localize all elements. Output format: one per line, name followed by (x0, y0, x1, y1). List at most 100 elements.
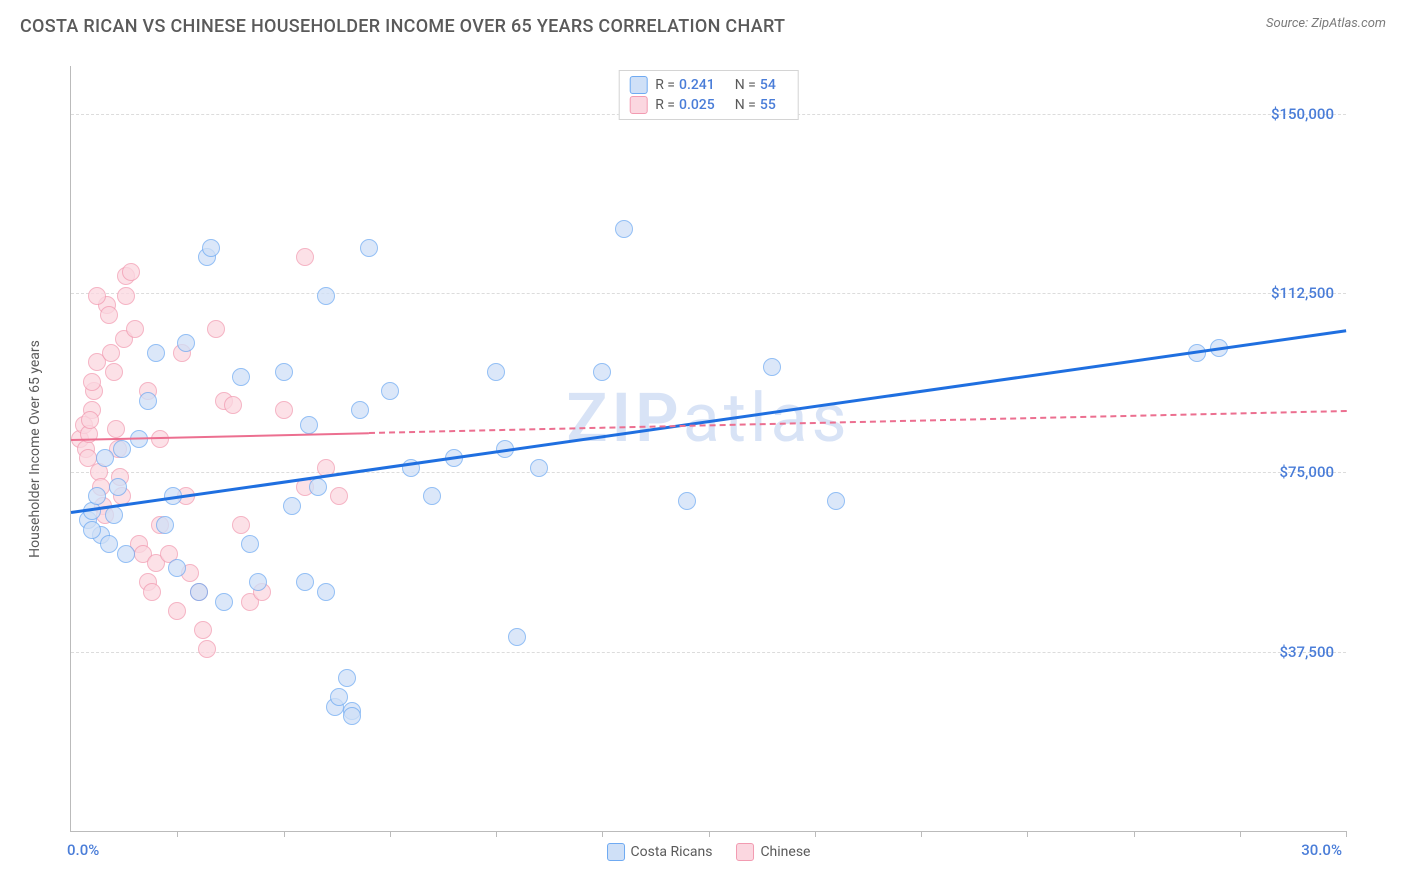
data-point (168, 602, 186, 620)
data-point (109, 478, 127, 496)
x-tick (284, 831, 285, 837)
data-point (105, 506, 123, 524)
data-point (100, 306, 118, 324)
correlation-legend: R =0.241 N =54 R =0.025 N =55 (618, 70, 799, 120)
data-point (330, 487, 348, 505)
data-point (309, 478, 327, 496)
data-point (300, 416, 318, 434)
data-point (107, 420, 125, 438)
data-point (190, 583, 208, 601)
x-tick (815, 831, 816, 837)
data-point (202, 239, 220, 257)
data-point (241, 535, 259, 553)
data-point (156, 516, 174, 534)
chart-title: COSTA RICAN VS CHINESE HOUSEHOLDER INCOM… (20, 16, 785, 37)
data-point (147, 344, 165, 362)
data-point (83, 521, 101, 539)
data-point (122, 263, 140, 281)
x-tick (709, 831, 710, 837)
data-point (177, 334, 195, 352)
y-tick-label: $150,000 (1271, 105, 1334, 123)
data-point (117, 545, 135, 563)
regression-line-dashed (368, 410, 1346, 434)
swatch-icon (607, 843, 625, 861)
data-point (83, 373, 101, 391)
data-point (215, 593, 233, 611)
legend-item-chinese: Chinese (736, 843, 810, 861)
legend-label: Chinese (760, 844, 810, 860)
legend-label: Costa Ricans (631, 844, 713, 860)
r-label: R =0.025 (655, 97, 727, 113)
x-tick (921, 831, 922, 837)
data-point (232, 516, 250, 534)
x-tick-label: 30.0% (1301, 841, 1342, 859)
data-point (143, 583, 161, 601)
data-point (360, 239, 378, 257)
series-legend: Costa Ricans Chinese (607, 843, 811, 861)
x-tick (1027, 831, 1028, 837)
legend-item-costa-ricans: Costa Ricans (607, 843, 713, 861)
grid-line (71, 293, 1346, 294)
data-point (317, 583, 335, 601)
chart-container: ZIPatlas R =0.241 N =54 R =0.025 N =55 H… (20, 56, 1386, 872)
data-point (105, 363, 123, 381)
data-point (296, 573, 314, 591)
grid-line (71, 472, 1346, 473)
data-point (224, 396, 242, 414)
x-tick-label: 0.0% (67, 841, 99, 859)
data-point (81, 411, 99, 429)
data-point (88, 487, 106, 505)
regression-line (71, 329, 1346, 514)
legend-row-costa-ricans: R =0.241 N =54 (629, 75, 788, 95)
n-label: N =54 (735, 77, 788, 93)
chart-source: Source: ZipAtlas.com (1266, 16, 1386, 31)
data-point (423, 487, 441, 505)
swatch-icon (736, 843, 754, 861)
data-point (100, 535, 118, 553)
data-point (198, 640, 216, 658)
data-point (593, 363, 611, 381)
y-tick-label: $37,500 (1279, 643, 1334, 661)
data-point (763, 358, 781, 376)
data-point (194, 621, 212, 639)
grid-line (71, 652, 1346, 653)
data-point (117, 287, 135, 305)
swatch-icon (629, 96, 647, 114)
data-point (530, 459, 548, 477)
data-point (283, 497, 301, 515)
data-point (343, 707, 361, 725)
data-point (275, 363, 293, 381)
data-point (207, 320, 225, 338)
data-point (88, 287, 106, 305)
data-point (827, 492, 845, 510)
n-label: N =55 (735, 97, 788, 113)
data-point (249, 573, 267, 591)
data-point (351, 401, 369, 419)
plot-area: ZIPatlas R =0.241 N =54 R =0.025 N =55 H… (70, 66, 1346, 832)
x-tick (177, 831, 178, 837)
swatch-icon (629, 76, 647, 94)
data-point (102, 344, 120, 362)
data-point (317, 287, 335, 305)
data-point (113, 440, 131, 458)
data-point (678, 492, 696, 510)
x-tick (602, 831, 603, 837)
y-tick-label: $112,500 (1271, 284, 1334, 302)
data-point (275, 401, 293, 419)
data-point (508, 628, 526, 646)
data-point (487, 363, 505, 381)
data-point (168, 559, 186, 577)
y-tick-label: $75,000 (1279, 463, 1334, 481)
data-point (296, 248, 314, 266)
data-point (139, 392, 157, 410)
r-label: R =0.241 (655, 77, 727, 93)
data-point (615, 220, 633, 238)
data-point (126, 320, 144, 338)
x-tick (496, 831, 497, 837)
x-tick (1240, 831, 1241, 837)
y-axis-title: Householder Income Over 65 years (27, 340, 43, 558)
x-tick (1134, 831, 1135, 837)
x-tick (390, 831, 391, 837)
legend-row-chinese: R =0.025 N =55 (629, 95, 788, 115)
watermark: ZIPatlas (566, 378, 850, 458)
